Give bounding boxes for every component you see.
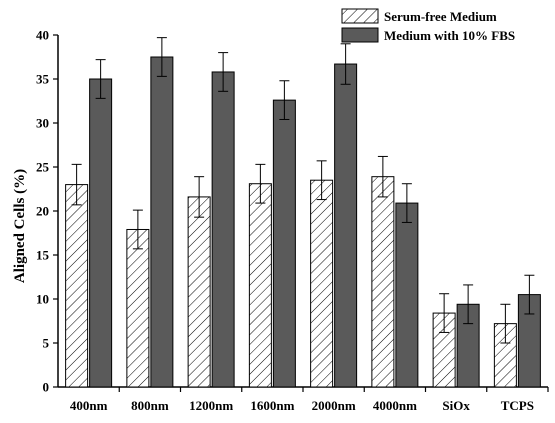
y-tick-label: 10 <box>36 292 49 307</box>
bar <box>371 176 395 388</box>
bar <box>334 63 358 388</box>
x-tick-label: 800nm <box>131 398 169 413</box>
bar <box>89 78 113 388</box>
legend-label: Serum-free Medium <box>384 9 497 24</box>
y-tick-label: 15 <box>36 248 50 263</box>
y-tick-label: 0 <box>43 380 50 395</box>
bar <box>211 71 235 388</box>
legend-swatch <box>341 8 379 24</box>
bar <box>150 56 174 388</box>
y-tick-label: 40 <box>36 28 49 43</box>
y-tick-label: 25 <box>36 160 50 175</box>
x-tick-label: SiOx <box>442 398 470 413</box>
y-axis-title: Aligned Cells (%) <box>12 169 28 283</box>
y-tick-label: 30 <box>36 116 49 131</box>
bar <box>65 184 89 388</box>
legend: Serum-free Medium Medium with 10% FBS <box>341 8 515 43</box>
x-tick-label: 4000nm <box>373 398 417 413</box>
bar <box>310 179 334 388</box>
bar <box>187 196 211 388</box>
bar <box>395 202 419 388</box>
y-tick-label: 35 <box>36 72 50 87</box>
x-tick-label: 400nm <box>70 398 108 413</box>
y-tick-label: 5 <box>43 336 50 351</box>
x-tick-label: 2000nm <box>312 398 356 413</box>
legend-swatch <box>341 27 379 43</box>
x-tick-label: 1600nm <box>250 398 294 413</box>
bar <box>248 183 272 388</box>
x-tick-label: 1200nm <box>189 398 233 413</box>
legend-label: Medium with 10% FBS <box>384 28 515 43</box>
y-tick-label: 20 <box>36 204 49 219</box>
x-tick-label: TCPS <box>501 398 534 413</box>
bar <box>126 228 150 388</box>
bar <box>272 99 296 388</box>
plot-area: 0 5 10 15 20 25 30 35 40 400nm 800nm 1200nm 1600nm 20… <box>36 28 549 413</box>
